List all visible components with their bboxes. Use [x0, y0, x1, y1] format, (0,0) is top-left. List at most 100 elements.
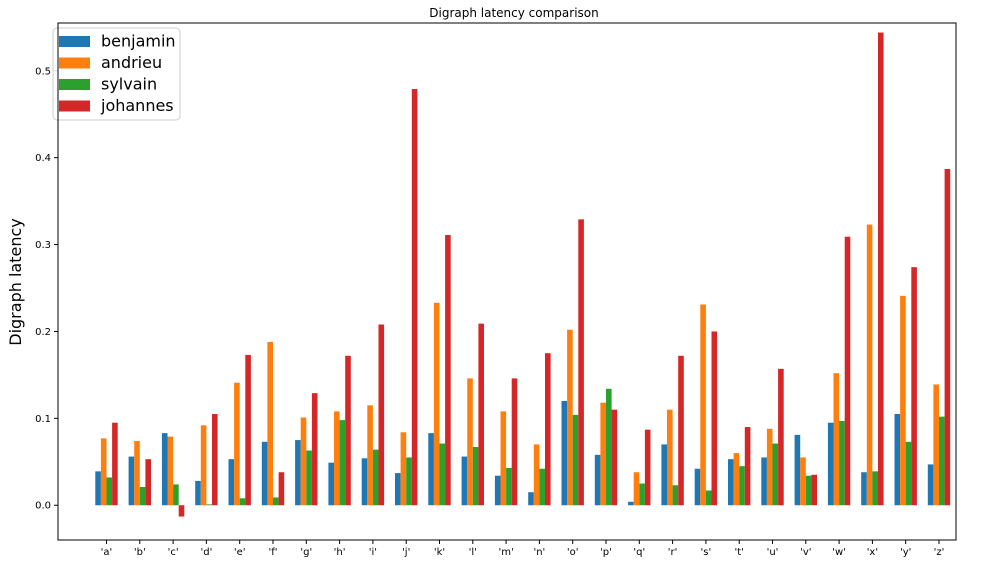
- bar-johannes-17: [678, 355, 684, 506]
- x-tick-label: 'm': [498, 547, 513, 558]
- bar-benjamin-4: [228, 459, 235, 506]
- bar-andrieu-17: [667, 409, 673, 506]
- bar-sylvain-6: [306, 450, 312, 506]
- bar-benjamin-14: [561, 400, 568, 506]
- bar-sylvain-3: [206, 504, 212, 506]
- bar-andrieu-19: [733, 453, 740, 506]
- bar-benjamin-24: [894, 414, 901, 506]
- x-tick-label: 's': [701, 547, 712, 558]
- bar-andrieu-25: [933, 384, 939, 506]
- bar-johannes-25: [944, 168, 951, 506]
- bar-benjamin-23: [861, 472, 867, 506]
- bar-johannes-18: [711, 331, 718, 506]
- bar-sylvain-20: [772, 443, 779, 506]
- x-tick-label: 'l': [469, 547, 477, 558]
- x-tick-label: 'o': [567, 547, 579, 558]
- x-tick-label: 'e': [234, 547, 246, 558]
- x-tick-label: 'p': [600, 547, 612, 558]
- bar-andrieu-6: [300, 417, 307, 506]
- x-tick-label: 'f': [268, 547, 277, 558]
- x-tick-label: 'a': [101, 547, 113, 558]
- x-tick-label: 't': [734, 547, 743, 558]
- bar-benjamin-11: [461, 456, 468, 506]
- series-andrieu: [100, 224, 939, 506]
- bar-sylvain-19: [739, 466, 745, 506]
- bar-sylvain-12: [506, 467, 512, 506]
- bar-benjamin-3: [195, 480, 201, 506]
- legend-label-sylvain: sylvain: [101, 75, 157, 94]
- bar-johannes-19: [744, 427, 751, 506]
- bar-johannes-6: [311, 393, 318, 506]
- bar-sylvain-25: [939, 416, 945, 506]
- bar-johannes-24: [911, 267, 917, 506]
- bar-johannes-8: [378, 324, 385, 506]
- legend-swatch-benjamin: [59, 36, 90, 47]
- y-axis-label: Digraph latency: [6, 218, 25, 345]
- bar-johannes-13: [545, 353, 551, 506]
- bar-andrieu-23: [866, 224, 873, 506]
- bar-andrieu-5: [267, 341, 273, 506]
- bar-johannes-7: [345, 355, 351, 506]
- bar-benjamin-18: [694, 468, 701, 506]
- x-tick-label: 'b': [134, 547, 146, 558]
- bar-johannes-14: [578, 219, 584, 506]
- legend-box: [52, 27, 181, 121]
- bar-andrieu-7: [334, 411, 340, 506]
- x-tick-label: 'n': [533, 547, 545, 558]
- bar-andrieu-0: [100, 438, 107, 506]
- legend-label-johannes: johannes: [100, 96, 174, 115]
- bar-johannes-15: [611, 409, 618, 506]
- bar-andrieu-16: [633, 472, 640, 506]
- bar-sylvain-21: [805, 475, 812, 506]
- x-tick-label: 'q': [633, 547, 645, 558]
- bar-sylvain-13: [539, 468, 545, 506]
- chart-title: Digraph latency comparison: [429, 6, 598, 20]
- bar-benjamin-2: [161, 433, 168, 506]
- bar-andrieu-2: [167, 436, 174, 506]
- x-tick-label: 'u': [767, 547, 779, 558]
- bar-benjamin-13: [528, 492, 534, 506]
- y-tick-label: 0.4: [35, 153, 51, 164]
- bar-sylvain-18: [705, 490, 712, 506]
- y-tick-label: 0.5: [35, 66, 51, 77]
- bar-johannes-16: [644, 429, 651, 506]
- legend-swatch-andrieu: [59, 57, 90, 69]
- bar-andrieu-11: [467, 378, 473, 506]
- bar-johannes-20: [778, 368, 784, 506]
- x-tick-label: 'v': [800, 547, 811, 558]
- x-tick-label: 'g': [300, 547, 312, 558]
- bar-johannes-22: [844, 236, 851, 506]
- bar-johannes-10: [445, 235, 451, 506]
- y-tick-label: 0.3: [35, 240, 51, 251]
- bar-sylvain-15: [606, 388, 612, 506]
- bar-andrieu-1: [134, 440, 140, 506]
- bar-sylvain-7: [339, 420, 346, 506]
- bar-johannes-21: [811, 474, 817, 506]
- bar-benjamin-25: [927, 464, 934, 506]
- x-tick-label: 'c': [168, 547, 179, 558]
- bar-andrieu-8: [367, 405, 373, 506]
- bar-johannes-0: [112, 422, 118, 506]
- bar-benjamin-8: [361, 458, 368, 506]
- bar-johannes-1: [145, 459, 151, 506]
- bar-sylvain-4: [239, 498, 246, 506]
- bar-benjamin-1: [128, 456, 135, 506]
- bar-johannes-11: [478, 323, 484, 506]
- legend-swatch-sylvain: [59, 79, 90, 90]
- bar-sylvain-16: [639, 483, 645, 506]
- bar-sylvain-11: [472, 447, 479, 506]
- bar-sylvain-1: [139, 487, 146, 506]
- series-benjamin: [95, 400, 934, 506]
- bar-sylvain-23: [872, 471, 878, 506]
- bar-benjamin-19: [728, 459, 734, 506]
- bar-benjamin-6: [295, 440, 301, 506]
- y-tick-label: 0.2: [35, 327, 51, 338]
- legend-swatch-johannes: [59, 100, 90, 112]
- bar-andrieu-24: [900, 295, 906, 506]
- bar-benjamin-17: [661, 444, 667, 506]
- bar-sylvain-5: [273, 497, 279, 506]
- legend: benjamin andrieu sylvain johannes: [52, 27, 181, 121]
- bar-benjamin-22: [827, 422, 834, 506]
- x-tick-label: 'k': [434, 547, 445, 558]
